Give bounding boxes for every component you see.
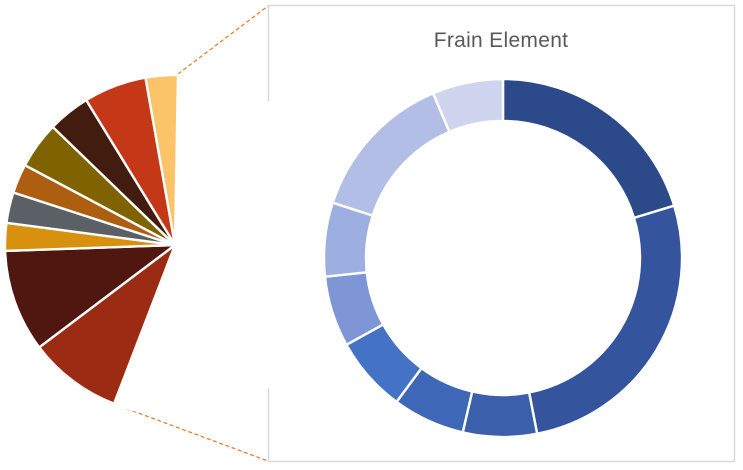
donut-chart-title: Frain Element [434,29,569,52]
frain-element-donut-slice-segment-9[interactable] [431,77,505,134]
primary-pie-slice-dark-maroon-large[interactable] [3,243,177,349]
leader-line-bottom [113,403,269,462]
primary-pie-slice-light-amber[interactable] [144,73,180,247]
primary-pie-slice-brick-red[interactable] [38,243,177,405]
primary-pie-chart [3,73,347,417]
frain-element-donut-slice-segment-3[interactable] [461,390,539,439]
frain-element-donut-chart [322,77,684,439]
leader-line-top [177,5,269,75]
